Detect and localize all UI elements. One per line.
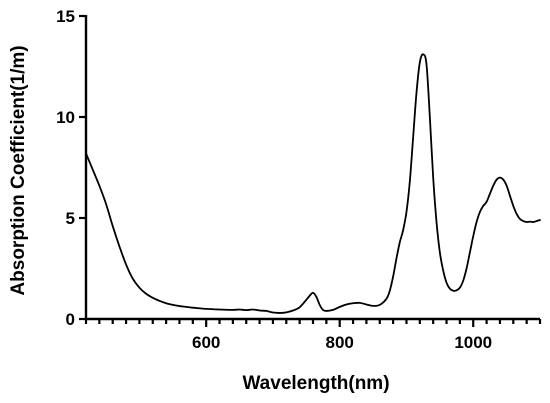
x-tick-label: 1000	[454, 333, 492, 352]
y-axis-title: Absorption Coefficient(1/m)	[8, 45, 29, 295]
x-axis-ticks: 600 800 1000	[84, 319, 542, 352]
y-tick-label: 10	[56, 108, 75, 127]
y-tick-label: 0	[66, 310, 75, 329]
x-tick-label: 800	[326, 333, 354, 352]
x-tick-label: 600	[192, 333, 220, 352]
absorption-series-line	[85, 53, 541, 314]
x-axis-title: Wavelength(nm)	[242, 373, 389, 394]
y-tick-label: 15	[56, 7, 75, 26]
y-axis-ticks: 0 5 10 15	[56, 7, 86, 329]
y-tick-label: 5	[66, 209, 75, 228]
